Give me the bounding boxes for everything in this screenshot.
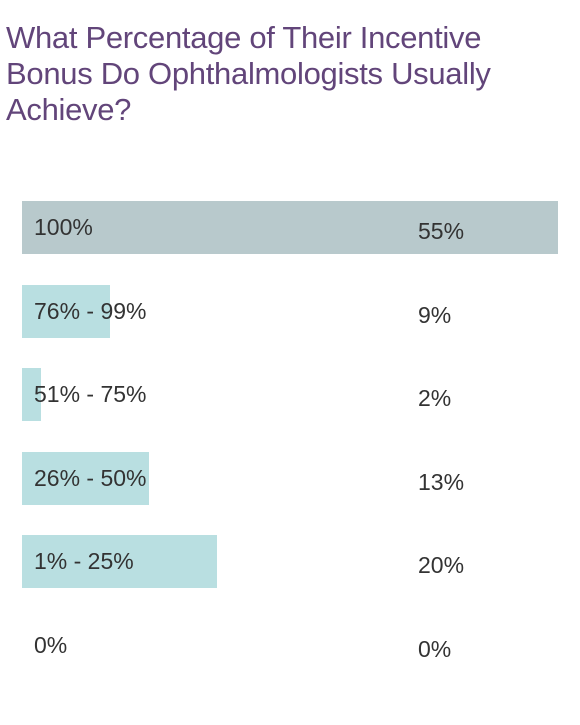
bar-row: 51% - 75% 2% — [22, 368, 558, 421]
bar-row: 1% - 25% 20% — [22, 535, 558, 588]
value-label: 55% — [418, 218, 465, 244]
category-label: 26% - 50% — [34, 465, 147, 491]
category-label: 100% — [34, 214, 93, 240]
bar — [22, 535, 217, 588]
bar-row: 100% 55% — [22, 201, 558, 254]
category-label: 0% — [34, 632, 68, 658]
bar — [22, 452, 149, 505]
chart-title: What Percentage of Their Incentive Bonus… — [6, 20, 491, 127]
value-label: 9% — [418, 302, 452, 328]
category-label: 76% - 99% — [34, 298, 147, 324]
value-label: 2% — [418, 385, 452, 411]
bar-row: 76% - 99% 9% — [22, 285, 558, 338]
category-label: 51% - 75% — [34, 381, 147, 407]
bar-row: 26% - 50% 13% — [22, 452, 558, 505]
bar — [22, 368, 42, 421]
value-label: 20% — [418, 552, 465, 578]
bar — [22, 201, 558, 254]
bar — [22, 285, 110, 338]
value-label: 0% — [418, 636, 452, 662]
value-label: 13% — [418, 469, 465, 495]
category-label: 1% - 25% — [34, 548, 134, 574]
bar-row: 0% 0% — [22, 619, 558, 672]
